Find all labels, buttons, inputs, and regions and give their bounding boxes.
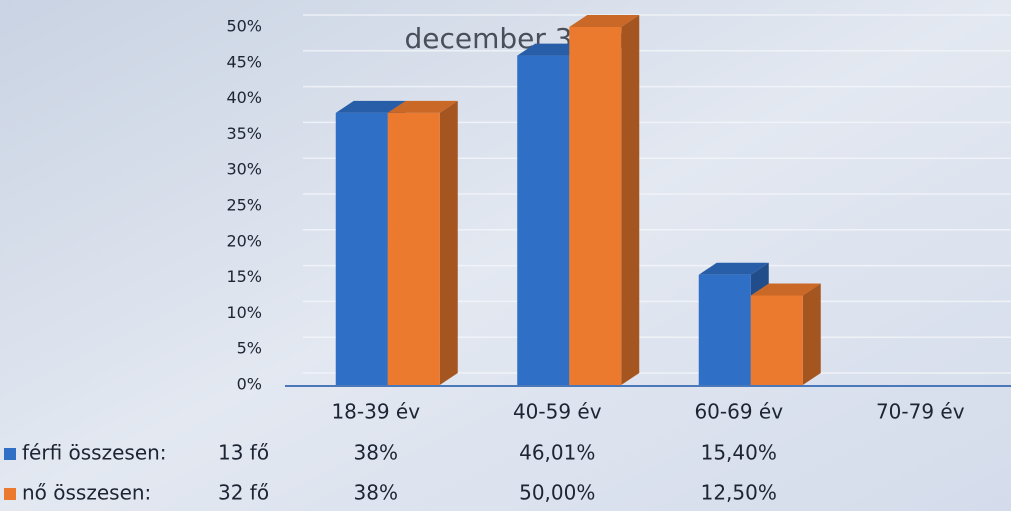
legend-swatch [4,448,16,460]
bar-side [439,100,458,386]
bar-top [569,15,640,27]
y-tick-label: 10% [226,303,262,322]
y-tick-label: 35% [226,124,262,143]
data-table-cell: 15,40% [701,441,777,465]
y-tick-label: 25% [226,196,262,215]
y-tick-label: 45% [226,52,262,71]
legend-label: férfi összesen: [22,441,167,465]
bar-side [621,15,640,385]
legend-total: 32 fő [218,481,269,505]
bar-top [387,100,458,113]
x-tick-label: 40-59 év [513,400,602,424]
y-tick-label: 50% [226,17,262,36]
y-tick-label: 15% [226,267,262,286]
bar-top [698,262,769,275]
legend-total: 13 fő [218,441,269,465]
x-tick-label: 60-69 év [694,400,783,424]
y-tick-label: 30% [226,160,262,179]
bar [569,27,622,385]
data-table-cell: 38% [354,441,398,465]
y-tick-label: 40% [226,88,262,107]
x-tick-label: 70-79 év [876,400,965,424]
x-tick-label: 18-39 év [331,400,420,424]
legend-label: nő összesen: [22,481,151,505]
bar [750,295,803,385]
data-table-cell: 46,01% [519,441,595,465]
y-tick-label: 5% [237,339,262,358]
data-table-cell: 12,50% [701,481,777,505]
bar-top [750,283,821,296]
bar-side [802,283,821,385]
bar [335,112,388,386]
y-tick-label: 20% [226,231,262,250]
y-tick-label: 0% [237,375,262,394]
legend-swatch [4,488,16,500]
bar-top [335,100,406,113]
bar [387,112,440,386]
bar [698,274,751,385]
data-table-cell: 50,00% [519,481,595,505]
bar [517,55,570,386]
data-table-cell: 38% [354,481,398,505]
